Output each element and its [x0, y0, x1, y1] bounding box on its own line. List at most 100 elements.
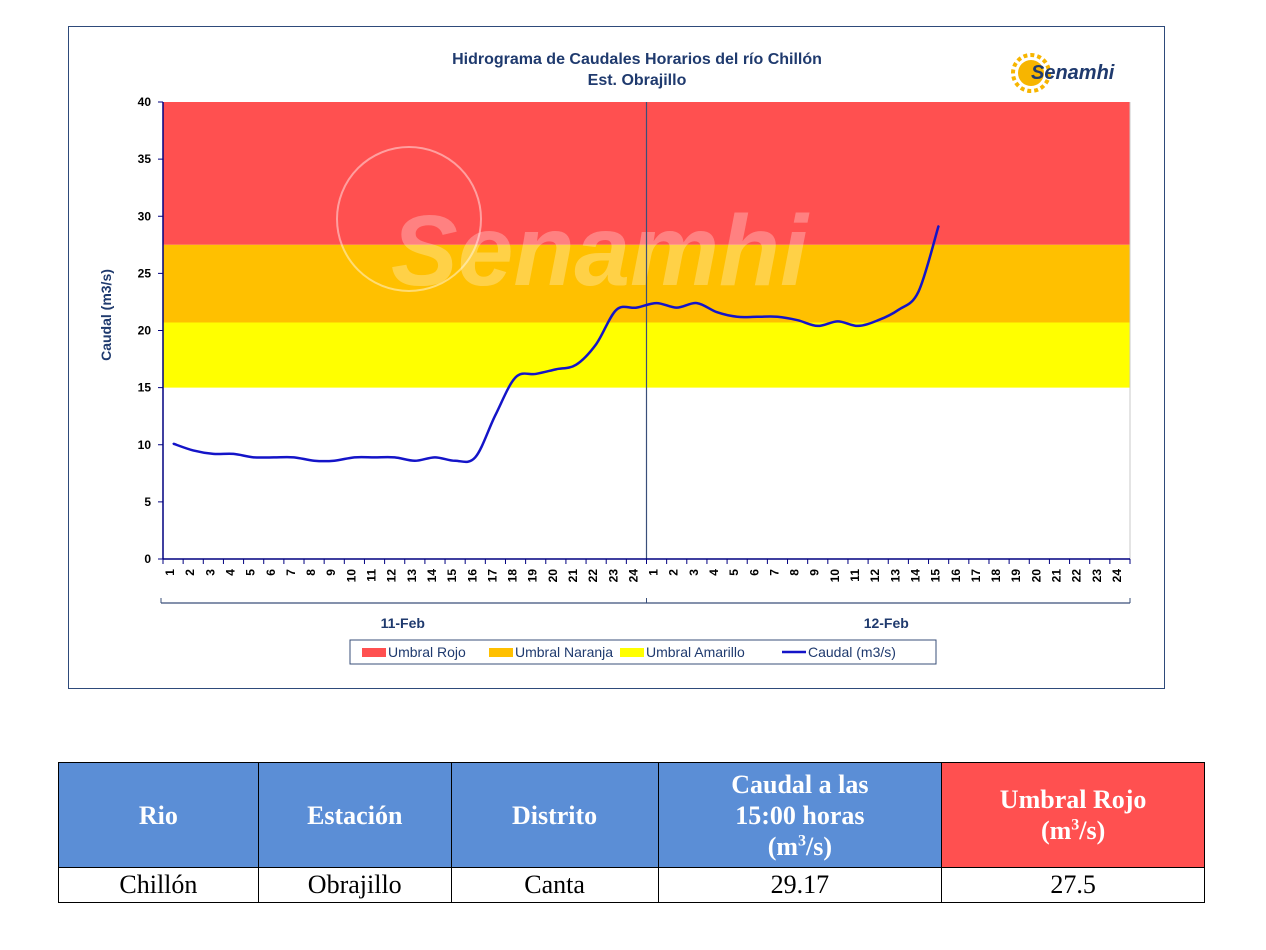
data-point — [837, 320, 839, 322]
header-caudal-unit-post: /s) — [806, 831, 833, 861]
cell-umbral: 27.5 — [941, 867, 1205, 903]
x-tick-label: 20 — [1029, 569, 1043, 583]
x-tick-label: 7 — [284, 569, 298, 576]
data-point — [897, 309, 899, 311]
data-point — [192, 449, 194, 452]
x-tick-label: 17 — [969, 569, 983, 583]
x-tick-label: 24 — [1110, 569, 1124, 583]
header-caudal-line1: Caudal a las — [731, 769, 869, 799]
legend-label: Umbral Naranja — [515, 644, 613, 660]
info-table: Rio Estación Distrito Caudal a las 15:00… — [58, 762, 1205, 903]
data-point — [796, 319, 799, 321]
data-point — [716, 311, 718, 313]
x-tick-label: 18 — [506, 569, 520, 583]
x-tick-label: 20 — [546, 569, 560, 583]
x-tick-label: 3 — [203, 569, 217, 576]
sun-icon — [1011, 53, 1051, 93]
y-tick-label: 0 — [144, 552, 151, 566]
x-tick-label: 1 — [163, 569, 177, 576]
data-point — [696, 302, 698, 304]
data-point — [535, 373, 537, 375]
x-tick-label: 21 — [566, 569, 580, 583]
data-point — [273, 456, 275, 458]
header-rio: Rio — [58, 762, 259, 868]
data-point — [736, 316, 738, 318]
y-tick-label: 5 — [144, 495, 151, 509]
data-point — [655, 302, 658, 304]
date-label: 11-Feb — [381, 615, 425, 631]
y-tick-label: 10 — [138, 438, 152, 452]
x-tick-label: 9 — [808, 569, 822, 576]
data-point — [353, 456, 355, 458]
cell-caudal: 29.17 — [657, 867, 943, 903]
header-umbral-unit-sup: 3 — [1071, 816, 1080, 834]
legend-label: Caudal (m3/s) — [808, 644, 896, 660]
header-caudal-unit-pre: (m — [767, 831, 799, 861]
y-tick-label: 35 — [138, 152, 152, 166]
x-tick-label: 13 — [405, 569, 419, 583]
data-point — [917, 291, 920, 293]
data-point — [232, 453, 235, 455]
header-umbral-unit-pre: (m — [1040, 816, 1072, 845]
legend: Umbral Rojo Umbral Naranja Umbral Amarillo… — [349, 639, 937, 665]
data-point — [474, 456, 476, 458]
data-point — [394, 456, 396, 458]
x-tick-label: 11 — [365, 569, 379, 582]
x-tick-label: 5 — [727, 569, 741, 576]
data-point — [414, 460, 416, 462]
x-tick-label: 14 — [425, 569, 439, 583]
header-umbral-unit-post: /s) — [1079, 816, 1106, 845]
x-tick-label: 5 — [244, 569, 258, 576]
data-point — [857, 325, 859, 327]
x-tick-label: 8 — [788, 569, 802, 576]
date-label: 12-Feb — [864, 615, 909, 631]
table-header-row: Rio Estación Distrito Caudal a las 15:00… — [58, 762, 1205, 868]
x-tick-label: 16 — [465, 569, 479, 583]
header-caudal-unit-sup: 3 — [798, 831, 807, 849]
x-tick-label: 22 — [586, 569, 600, 583]
x-tick-label: 22 — [1070, 569, 1084, 583]
data-point — [293, 456, 295, 458]
x-tick-label: 10 — [344, 569, 358, 583]
x-tick-label: 12 — [868, 569, 882, 583]
legend-swatch — [362, 648, 386, 657]
x-tick-label: 6 — [747, 569, 761, 576]
x-tick-label: 12 — [385, 569, 399, 583]
data-point — [454, 460, 456, 462]
watermark-text: Senamhi — [391, 195, 810, 307]
data-point — [776, 316, 779, 318]
header-umbral-line1: Umbral Rojo — [999, 785, 1147, 814]
cell-rio: Chillón — [58, 867, 259, 903]
data-point — [494, 414, 497, 416]
x-tick-label: 4 — [707, 569, 721, 576]
x-tick-label: 16 — [949, 569, 963, 583]
y-tick-label: 20 — [138, 324, 152, 338]
x-tick-label: 13 — [888, 569, 902, 583]
data-point — [373, 456, 376, 458]
data-point — [575, 364, 577, 366]
x-tick-label: 1 — [647, 569, 661, 576]
y-tick-label: 40 — [138, 95, 152, 109]
senamhi-watermark: Senamhi — [336, 146, 810, 307]
chart-title: Hidrograma de Caudales Horarios del río … — [452, 51, 822, 68]
data-point — [817, 325, 819, 327]
header-distrito: Distrito — [450, 762, 659, 868]
x-tick-label: 17 — [485, 569, 499, 583]
table-row: Chillón Obrajillo Canta 29.17 27.5 — [58, 867, 1205, 903]
header-estacion: Estación — [257, 762, 452, 868]
y-axis-label: Caudal (m3/s) — [98, 269, 114, 361]
x-tick-label: 2 — [667, 569, 681, 576]
x-tick-label: 15 — [445, 569, 459, 583]
y-tick-label: 30 — [138, 209, 152, 223]
data-point — [595, 343, 597, 345]
legend-label: Umbral Amarillo — [646, 644, 745, 660]
header-caudal-line2: 15:00 horas — [735, 800, 865, 830]
data-point — [333, 460, 335, 462]
x-tick-label: 11 — [848, 569, 862, 582]
x-tick-label: 19 — [1009, 569, 1023, 583]
hydrograph-chart: Senamhi 0 5 10 15 20 25 30 35 40 1 2 3 4 5 6 7 8 9 10 11 12 1… — [68, 26, 1165, 689]
x-tick-label: 23 — [1090, 569, 1104, 583]
x-tick-label: 2 — [183, 569, 197, 576]
x-tick-label: 15 — [929, 569, 943, 583]
